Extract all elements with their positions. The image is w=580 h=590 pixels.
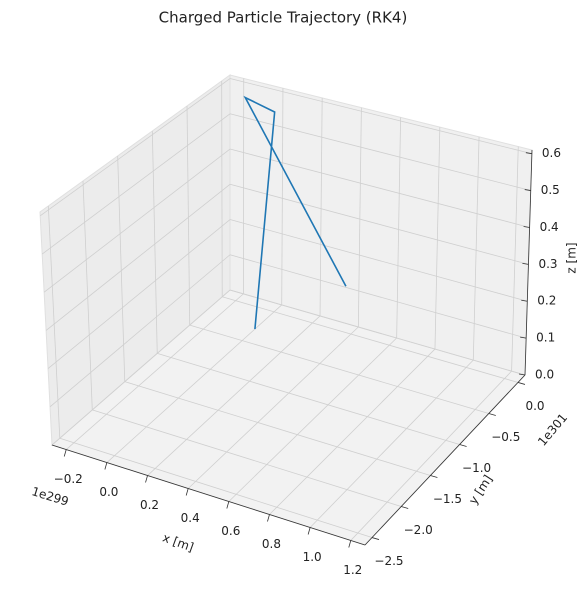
axis-line	[364, 374, 526, 546]
grid-line	[51, 289, 231, 446]
grid-line	[82, 180, 93, 410]
y-tick-mark	[430, 475, 438, 478]
y-tick-label: −2.5	[374, 554, 403, 568]
grid-line	[221, 80, 223, 297]
y-tick-mark	[517, 382, 526, 385]
z-tick-label: 0.5	[541, 183, 560, 197]
y-tick-mark	[459, 444, 467, 447]
grid-line	[319, 97, 323, 316]
grid-line	[45, 183, 231, 331]
grid-line	[47, 219, 231, 369]
y-tick-mark	[401, 506, 409, 509]
y-tick-label: −1.0	[462, 461, 491, 475]
y-tick-mark	[371, 537, 380, 540]
grid-line	[350, 370, 512, 541]
z-tick-label: 0.3	[538, 257, 557, 271]
y-tick-label: 0.0	[525, 399, 544, 413]
grid-line	[222, 296, 519, 383]
z-tick-label: 0.4	[540, 220, 559, 234]
grid-line	[92, 409, 402, 507]
grid-line	[187, 326, 359, 489]
grid-line	[309, 359, 474, 528]
z-tick-label: 0.6	[542, 146, 561, 160]
grid-line	[186, 105, 191, 326]
grid-line	[41, 113, 231, 255]
z-tick-label: 0.0	[535, 368, 554, 382]
grid-line	[269, 348, 436, 515]
y-tick-mark	[488, 413, 496, 416]
grid-line	[472, 136, 480, 361]
x-tick-mark	[185, 488, 189, 496]
x-axis-label: x [m]	[161, 530, 196, 554]
grid-line	[511, 146, 519, 372]
z-tick-mark	[525, 152, 532, 155]
grid-line	[49, 254, 231, 408]
x-tick-mark	[63, 449, 67, 457]
axis-line	[524, 149, 533, 376]
y-tick-label: −2.0	[404, 523, 433, 537]
x-tick-label: 0.4	[181, 511, 200, 525]
x-tick-label: 0.2	[140, 498, 159, 512]
grid-line	[229, 78, 532, 155]
grid-line	[124, 381, 431, 476]
z-tick-mark	[518, 373, 526, 376]
grid-line	[39, 78, 231, 217]
z-tick-mark	[522, 262, 529, 265]
grid-line	[229, 289, 526, 376]
grid-line	[228, 337, 397, 502]
x-tick-label: 0.8	[262, 537, 281, 551]
x-tick-mark	[348, 540, 352, 548]
grid-line	[47, 205, 61, 439]
grid-line	[157, 352, 460, 445]
y-tick-label: −1.5	[433, 492, 462, 506]
grid-line	[357, 107, 362, 327]
y-axis-label: y [m]	[466, 473, 495, 507]
grid-line	[189, 324, 489, 414]
x-tick-mark	[226, 501, 230, 509]
axis-line	[51, 444, 366, 546]
chart-title: Charged Particle Trajectory (RK4)	[159, 9, 408, 27]
grid-line	[229, 219, 528, 302]
x-tick-label: −0.2	[54, 472, 83, 486]
grid-line	[43, 148, 231, 293]
x-tick-mark	[267, 514, 270, 522]
x-tick-label: 0.6	[221, 524, 240, 538]
trajectory-line	[243, 95, 347, 330]
grid-line	[117, 155, 126, 382]
x-tick-mark	[307, 527, 311, 535]
grid-line	[396, 117, 402, 339]
z-tick-mark	[520, 336, 527, 339]
grid-line	[59, 437, 373, 538]
z-tick-mark	[524, 189, 531, 191]
x-offset-label: 1e299	[30, 484, 70, 508]
grid-line	[229, 113, 531, 191]
x-tick-label: 1.0	[303, 550, 322, 564]
grid-line	[106, 304, 282, 463]
grid-line	[147, 315, 321, 476]
grid-line	[229, 183, 529, 265]
z-axis-label: z [m]	[565, 242, 579, 273]
z-tick-mark	[521, 299, 528, 302]
y-tick-label: −0.5	[491, 430, 520, 444]
grid-line	[65, 293, 244, 450]
x-tick-label: 1.2	[343, 563, 362, 577]
z-tick-label: 0.2	[537, 294, 556, 308]
x-tick-label: 0.0	[99, 485, 118, 499]
z-tick-label: 0.1	[536, 331, 555, 345]
grid-line	[281, 88, 284, 305]
x-tick-mark	[145, 475, 148, 483]
x-tick-mark	[104, 462, 108, 470]
grid-line	[151, 130, 158, 354]
y-offset-label: 1e301	[535, 411, 570, 449]
grid-line	[229, 254, 527, 339]
z-tick-mark	[523, 226, 530, 228]
grid-line	[434, 127, 441, 350]
